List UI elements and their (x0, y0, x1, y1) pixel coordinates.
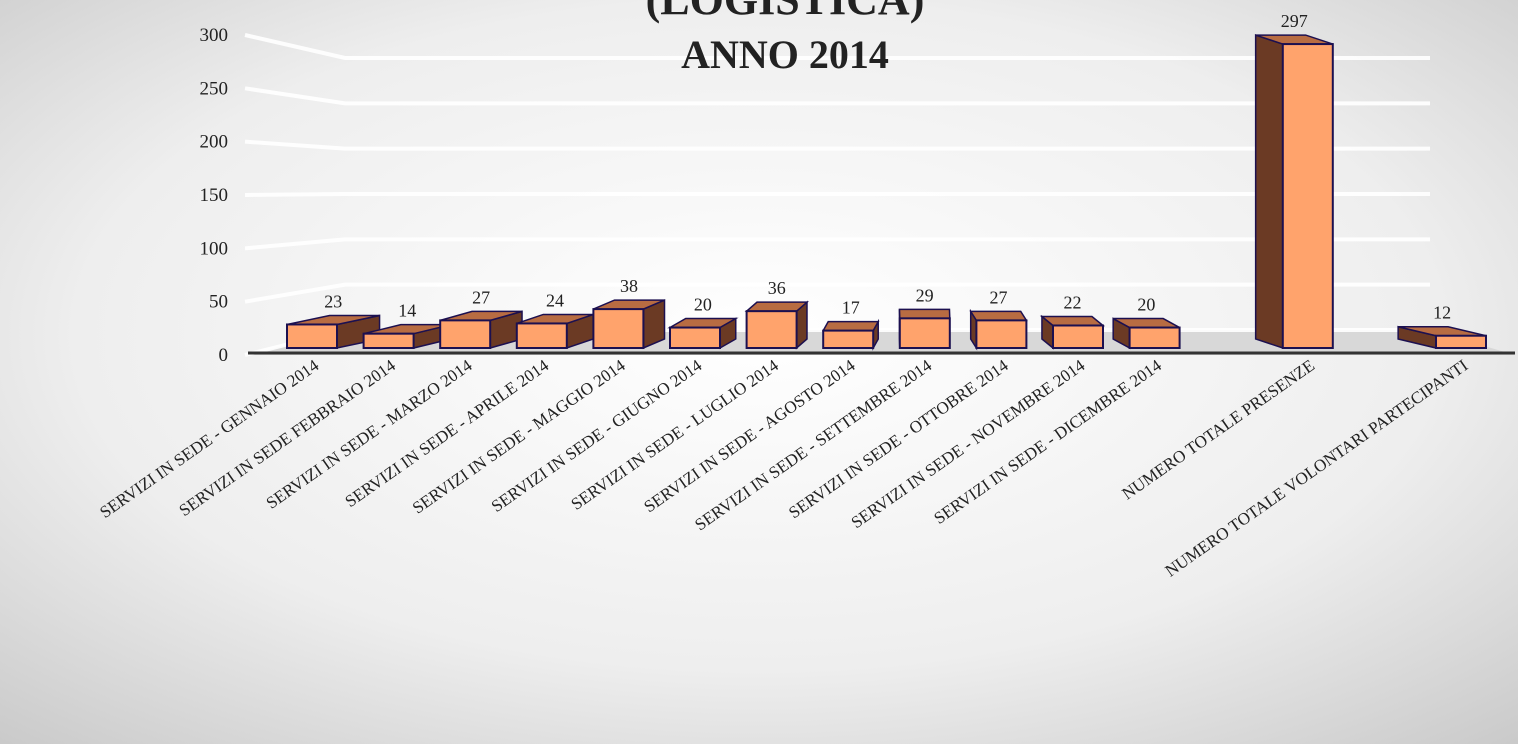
bar-front (670, 328, 720, 348)
bar-front (364, 334, 414, 348)
bar (1256, 35, 1333, 348)
value-label: 38 (620, 276, 638, 296)
bar (823, 322, 878, 348)
y-tick-label: 250 (200, 78, 229, 99)
bar (1042, 316, 1103, 348)
y-tick-label: 50 (209, 292, 228, 313)
bar-front (287, 324, 337, 348)
bar-top (747, 302, 807, 311)
bar (971, 311, 1027, 348)
bar (899, 309, 949, 348)
bar-top (899, 309, 949, 318)
value-label: 23 (324, 291, 342, 311)
bar-top (823, 322, 878, 331)
value-label: 27 (990, 287, 1008, 307)
value-label: 14 (398, 301, 416, 321)
bar-front (1436, 336, 1486, 348)
bar-top (1042, 316, 1103, 325)
bar-front (593, 309, 643, 348)
value-label: 20 (1137, 295, 1155, 315)
value-label: 297 (1281, 11, 1308, 31)
bar-front (1130, 328, 1180, 348)
bar-front (823, 331, 873, 348)
bar-front (900, 318, 950, 348)
y-tick-label: 150 (200, 185, 229, 206)
value-label: 20 (694, 295, 712, 315)
bar-side (1256, 35, 1283, 348)
bar (440, 311, 522, 348)
y-tick-label: 100 (200, 238, 229, 259)
value-label: 17 (842, 298, 860, 318)
grid-line (245, 194, 1430, 195)
y-tick-label: 200 (200, 132, 229, 153)
y-tick-label: 300 (200, 25, 229, 46)
chart-subtitle: ANNO 2014 (681, 32, 889, 77)
value-label: 22 (1063, 292, 1081, 312)
bar (747, 302, 807, 348)
bar-front (517, 323, 567, 348)
bar-front (976, 320, 1026, 348)
bar (593, 300, 664, 348)
bar (1113, 319, 1179, 348)
value-label: 24 (546, 290, 564, 310)
value-label: 27 (472, 287, 490, 307)
value-label: 12 (1433, 303, 1451, 323)
bar-front (1283, 44, 1333, 348)
bar (670, 319, 736, 348)
value-label: 36 (768, 278, 786, 298)
bar-front (440, 320, 490, 348)
value-label: 29 (916, 285, 934, 305)
bar (517, 314, 593, 348)
bar-front (1053, 325, 1103, 348)
bar-top (971, 311, 1027, 320)
y-tick-label: 0 (219, 345, 229, 366)
bar-front (747, 311, 797, 348)
chart-title: (LOGISTICA) (646, 0, 925, 24)
